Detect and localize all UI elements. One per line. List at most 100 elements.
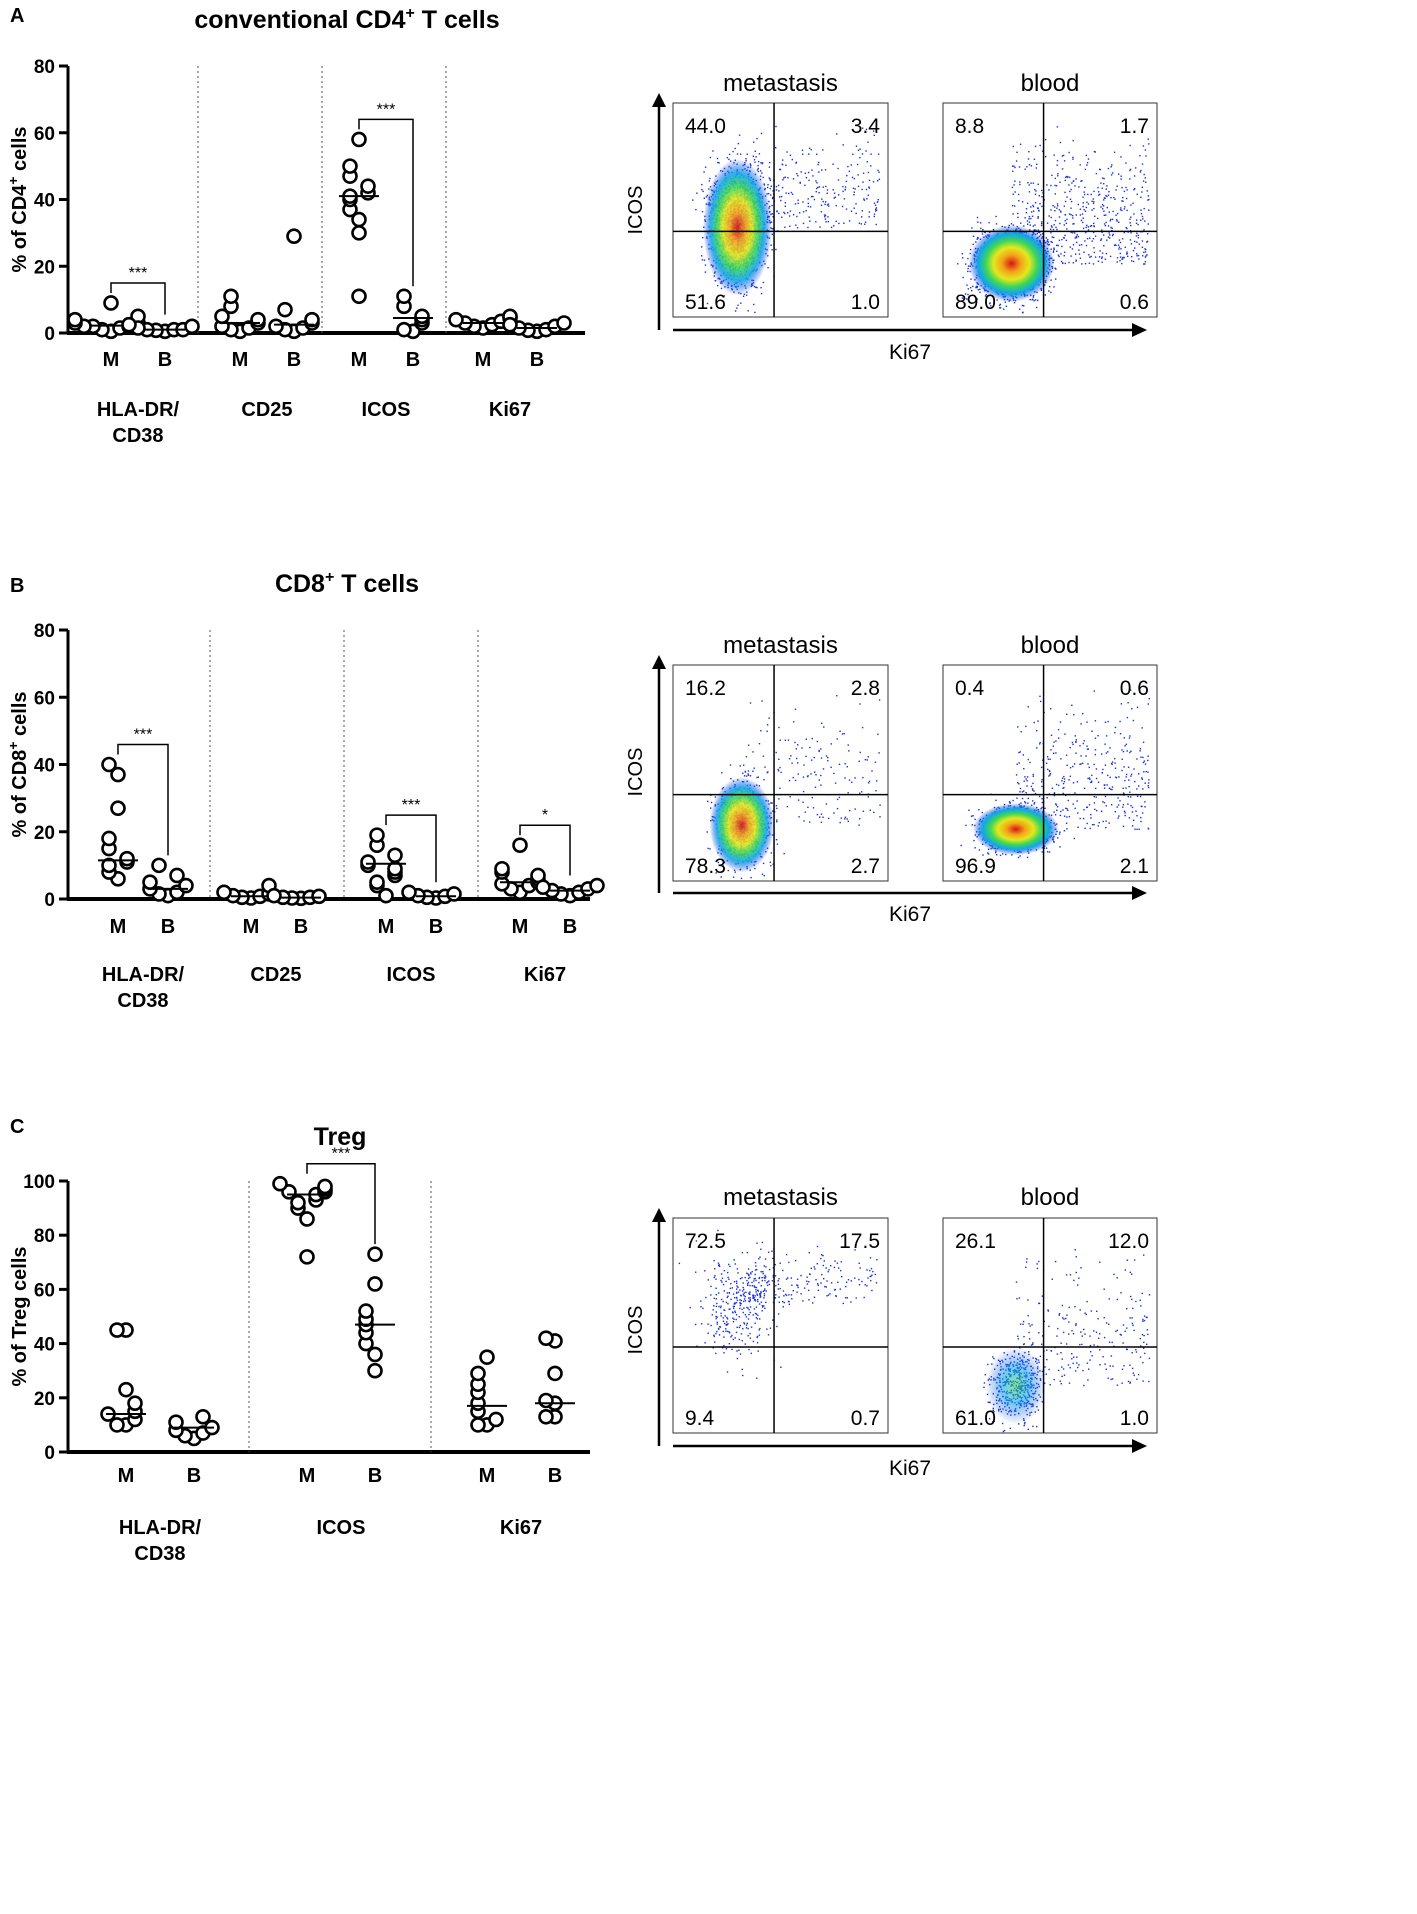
flow-event bbox=[701, 211, 704, 213]
flow-event bbox=[1070, 231, 1072, 234]
flow-event bbox=[788, 758, 791, 760]
flow-event bbox=[999, 307, 1001, 309]
flow-event bbox=[836, 738, 838, 740]
flow-event bbox=[867, 141, 869, 143]
flow-event bbox=[868, 187, 871, 189]
flow-event bbox=[848, 750, 850, 752]
flow-event bbox=[1063, 255, 1065, 257]
flow-event bbox=[789, 225, 791, 227]
flow-event bbox=[964, 293, 967, 295]
flow-event bbox=[814, 771, 816, 773]
flow-event bbox=[1079, 214, 1082, 216]
flow-event bbox=[1048, 290, 1050, 292]
flow-event bbox=[1125, 186, 1127, 189]
flow-event bbox=[976, 298, 979, 300]
data-point-b bbox=[268, 318, 284, 335]
flow-event bbox=[743, 293, 746, 295]
flow-event bbox=[1118, 173, 1120, 175]
y-axis-label-rest: cells bbox=[9, 126, 31, 176]
significance-bracket bbox=[519, 824, 571, 876]
flow-event bbox=[970, 287, 972, 289]
flow-event bbox=[1082, 202, 1084, 204]
flow-event bbox=[1034, 229, 1036, 231]
flow-event bbox=[1066, 218, 1068, 221]
flow-event bbox=[769, 179, 772, 182]
data-point-m bbox=[250, 311, 266, 328]
flow-event bbox=[1105, 252, 1108, 255]
flow-event bbox=[820, 821, 823, 823]
flow-event bbox=[977, 221, 979, 223]
flow-event bbox=[789, 796, 791, 798]
flow-event bbox=[1099, 168, 1101, 170]
flow-event bbox=[1100, 238, 1103, 240]
flow-event bbox=[865, 150, 867, 152]
y-tick-label: 20 bbox=[34, 823, 55, 844]
chart-title-sup: + bbox=[325, 569, 334, 586]
flow-event bbox=[1141, 191, 1143, 193]
flow-event bbox=[1080, 180, 1082, 182]
flow-event bbox=[1130, 224, 1132, 227]
flow-event bbox=[1116, 219, 1118, 221]
flow-event bbox=[701, 188, 703, 191]
flow-event bbox=[784, 212, 786, 215]
flow-event bbox=[1084, 168, 1087, 171]
flow-event bbox=[1010, 223, 1013, 225]
flow-event bbox=[852, 153, 854, 155]
flow-event bbox=[812, 195, 814, 198]
flow-event bbox=[1142, 180, 1145, 182]
flow-event bbox=[769, 178, 771, 180]
flow-event bbox=[816, 182, 818, 184]
flow-event bbox=[866, 161, 868, 163]
flow-event bbox=[1140, 196, 1142, 198]
flow-event bbox=[872, 181, 875, 183]
flow-event bbox=[821, 722, 823, 724]
flow-event bbox=[818, 192, 820, 194]
flow-event bbox=[1123, 190, 1126, 193]
flow-event bbox=[1145, 155, 1147, 157]
flow-event bbox=[854, 777, 856, 779]
flow-event bbox=[1070, 255, 1072, 257]
flow-event bbox=[820, 748, 822, 750]
category-label: Ki67 bbox=[489, 399, 531, 421]
flow-event bbox=[957, 263, 959, 265]
flow-event bbox=[1003, 308, 1005, 310]
flow-event bbox=[742, 295, 745, 297]
flow-event bbox=[704, 264, 707, 266]
flow-event bbox=[769, 861, 771, 863]
flow-event bbox=[1079, 257, 1082, 259]
flow-event bbox=[868, 211, 871, 213]
flow-event bbox=[868, 186, 870, 188]
flow-event bbox=[1126, 227, 1128, 230]
flow-event bbox=[1036, 306, 1038, 309]
chart-title: conventional CD4+ T cells bbox=[194, 5, 499, 34]
category-label: CD25 bbox=[241, 399, 292, 421]
flow-event bbox=[775, 147, 777, 149]
flow-event bbox=[796, 227, 799, 229]
flow-event bbox=[824, 214, 827, 217]
significance-label: *** bbox=[377, 101, 396, 118]
flow-event bbox=[772, 190, 774, 192]
flow-event bbox=[977, 289, 979, 291]
flow-event bbox=[1037, 217, 1039, 219]
flow-event bbox=[961, 253, 963, 255]
flow-event bbox=[1072, 232, 1074, 234]
flow-event bbox=[784, 226, 786, 228]
chart-title-rest: T cells bbox=[415, 6, 500, 34]
flow-event bbox=[1126, 209, 1128, 212]
flow-event bbox=[768, 166, 771, 168]
flow-event bbox=[783, 177, 785, 179]
flow-event bbox=[780, 771, 782, 774]
flow-event bbox=[788, 215, 791, 217]
flow-event bbox=[1073, 223, 1075, 225]
flow-event bbox=[982, 228, 984, 231]
flow-event bbox=[1061, 238, 1063, 241]
flow-event bbox=[1084, 193, 1086, 196]
flow-event bbox=[820, 757, 823, 759]
flow-event bbox=[1116, 212, 1119, 215]
flow-event bbox=[1104, 225, 1107, 227]
flow-event bbox=[833, 197, 835, 199]
flow-event bbox=[737, 304, 739, 306]
flow-event bbox=[728, 153, 731, 156]
flow-event bbox=[1045, 139, 1047, 141]
